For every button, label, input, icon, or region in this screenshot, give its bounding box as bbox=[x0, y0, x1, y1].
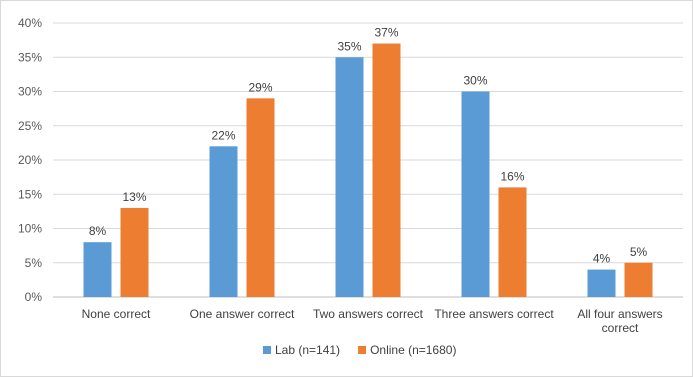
y-axis-ticks: 0% 5% 10% 15% 20% 25% 30% 35% 40% bbox=[18, 16, 42, 304]
data-label: 30% bbox=[463, 74, 487, 88]
category-label: One answer correct bbox=[190, 307, 295, 321]
legend: Lab (n=141) Online (n=1680) bbox=[263, 343, 456, 357]
legend-swatch bbox=[263, 346, 271, 354]
category-label: Two answers correct bbox=[313, 307, 424, 321]
bar-lab bbox=[587, 269, 616, 297]
legend-label: Online (n=1680) bbox=[370, 343, 456, 357]
data-label: 35% bbox=[337, 39, 361, 53]
data-label: 4% bbox=[593, 252, 611, 266]
y-tick-label: 25% bbox=[18, 119, 42, 133]
bar-online bbox=[372, 43, 401, 297]
y-tick-label: 20% bbox=[18, 153, 42, 167]
y-tick-label: 30% bbox=[18, 85, 42, 99]
y-tick-label: 15% bbox=[18, 187, 42, 201]
data-label: 22% bbox=[211, 128, 235, 142]
category-label: Three answers correct bbox=[434, 307, 554, 321]
category-label: All four answers bbox=[577, 307, 662, 321]
bar-lab bbox=[335, 57, 364, 297]
data-label: 29% bbox=[248, 80, 272, 94]
y-tick-label: 40% bbox=[18, 16, 42, 30]
legend-swatch bbox=[358, 346, 367, 354]
bar-online bbox=[624, 262, 653, 297]
x-axis-categories: None correct One answer correct Two answer… bbox=[82, 307, 663, 335]
data-label: 13% bbox=[122, 190, 146, 204]
category-label: None correct bbox=[82, 307, 151, 321]
y-tick-label: 10% bbox=[18, 222, 42, 236]
data-label: 16% bbox=[500, 169, 524, 183]
bar-online bbox=[498, 187, 527, 297]
data-label: 37% bbox=[374, 26, 398, 40]
category-label: correct bbox=[602, 321, 639, 335]
bar-lab bbox=[461, 91, 490, 297]
data-labels: 8% 13% 22% 29% 35% 37% 30% 16% 4% 5% bbox=[89, 26, 648, 266]
bars bbox=[83, 43, 653, 297]
bar-online bbox=[246, 98, 275, 297]
gridlines bbox=[53, 22, 683, 298]
bar-online bbox=[120, 207, 149, 297]
data-label: 8% bbox=[89, 224, 107, 238]
y-tick-label: 35% bbox=[18, 50, 42, 64]
bar-lab bbox=[83, 242, 112, 297]
bar-lab bbox=[209, 146, 238, 297]
data-label: 5% bbox=[630, 245, 648, 259]
y-tick-label: 0% bbox=[25, 290, 43, 304]
y-tick-label: 5% bbox=[25, 256, 43, 270]
legend-label: Lab (n=141) bbox=[275, 343, 340, 357]
